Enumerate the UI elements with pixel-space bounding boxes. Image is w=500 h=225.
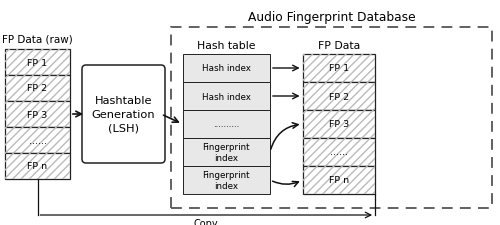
Text: ......: ......	[28, 136, 46, 145]
Text: FP 1: FP 1	[28, 58, 48, 67]
Bar	[302, 55, 375, 83]
Text: FP 1: FP 1	[328, 64, 349, 73]
Bar	[5, 127, 70, 153]
Bar	[302, 83, 375, 110]
Bar	[171, 27, 492, 208]
Bar	[5, 153, 70, 179]
Bar	[5, 76, 70, 101]
Text: ......: ......	[330, 148, 348, 157]
Text: FP 3: FP 3	[28, 110, 48, 119]
Bar	[5, 101, 70, 127]
Text: FP 2: FP 2	[28, 84, 48, 93]
FancyBboxPatch shape	[82, 66, 165, 163]
Text: Hash table: Hash table	[197, 41, 256, 51]
Bar	[5, 76, 70, 101]
Bar	[302, 166, 375, 194]
Bar	[302, 55, 375, 83]
Text: ..........: ..........	[213, 120, 240, 129]
Bar	[182, 138, 270, 166]
Bar	[5, 50, 70, 76]
Text: Fingerprint
index: Fingerprint index	[202, 171, 250, 190]
Bar	[5, 50, 70, 76]
Text: Fingerprint
index: Fingerprint index	[202, 143, 250, 162]
Bar	[182, 166, 270, 194]
Text: FP 2: FP 2	[328, 92, 349, 101]
Text: Hashtable
Generation
(LSH): Hashtable Generation (LSH)	[92, 96, 156, 133]
Bar	[302, 110, 375, 138]
Bar	[5, 101, 70, 127]
Text: Hash index: Hash index	[202, 64, 250, 73]
Bar	[5, 127, 70, 153]
Bar	[302, 83, 375, 110]
Bar	[182, 110, 270, 138]
Text: FP Data (raw): FP Data (raw)	[2, 34, 73, 44]
Bar	[5, 153, 70, 179]
Text: FP Data: FP Data	[318, 41, 360, 51]
Bar	[302, 166, 375, 194]
Text: Copy: Copy	[194, 218, 218, 225]
Bar	[182, 83, 270, 110]
Bar	[302, 138, 375, 166]
Text: Audio Fingerprint Database: Audio Fingerprint Database	[248, 11, 416, 24]
Text: FP n: FP n	[328, 176, 349, 185]
Text: Hash index: Hash index	[202, 92, 250, 101]
Bar	[302, 138, 375, 166]
Bar	[302, 110, 375, 138]
Text: FP n: FP n	[28, 162, 48, 171]
Bar	[182, 55, 270, 83]
Text: FP 3: FP 3	[328, 120, 349, 129]
